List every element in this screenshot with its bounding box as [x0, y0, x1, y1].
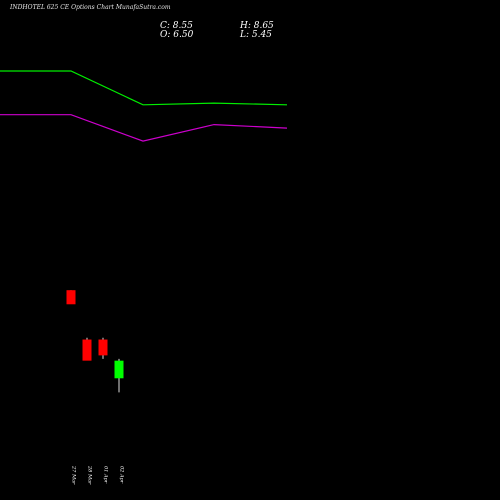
candle-body	[114, 360, 124, 379]
candle-27-mar	[66, 290, 76, 305]
open-value: O: 6.50	[160, 30, 194, 40]
low-value: L: 5.45	[240, 30, 272, 40]
candle-body	[98, 339, 108, 356]
candle-28-mar	[82, 337, 92, 361]
candle-01-apr	[98, 337, 108, 359]
x-tick-label: 02 Apr	[119, 466, 125, 484]
high-value: H: 8.65	[240, 21, 274, 31]
chart-title: INDHOTEL 625 CE Options Chart MunafaSutr…	[10, 4, 171, 11]
series-line-1	[0, 114, 288, 142]
candle-body	[82, 339, 92, 361]
x-tick-label: 01 Apr	[103, 466, 109, 484]
close-value: C: 8.55	[160, 21, 193, 31]
candle-02-apr	[114, 358, 124, 393]
x-tick-label: 27 Mar	[71, 465, 77, 485]
candle-body	[66, 290, 76, 305]
x-tick-label: 28 Mar	[87, 465, 93, 485]
series-line-0	[0, 70, 288, 106]
